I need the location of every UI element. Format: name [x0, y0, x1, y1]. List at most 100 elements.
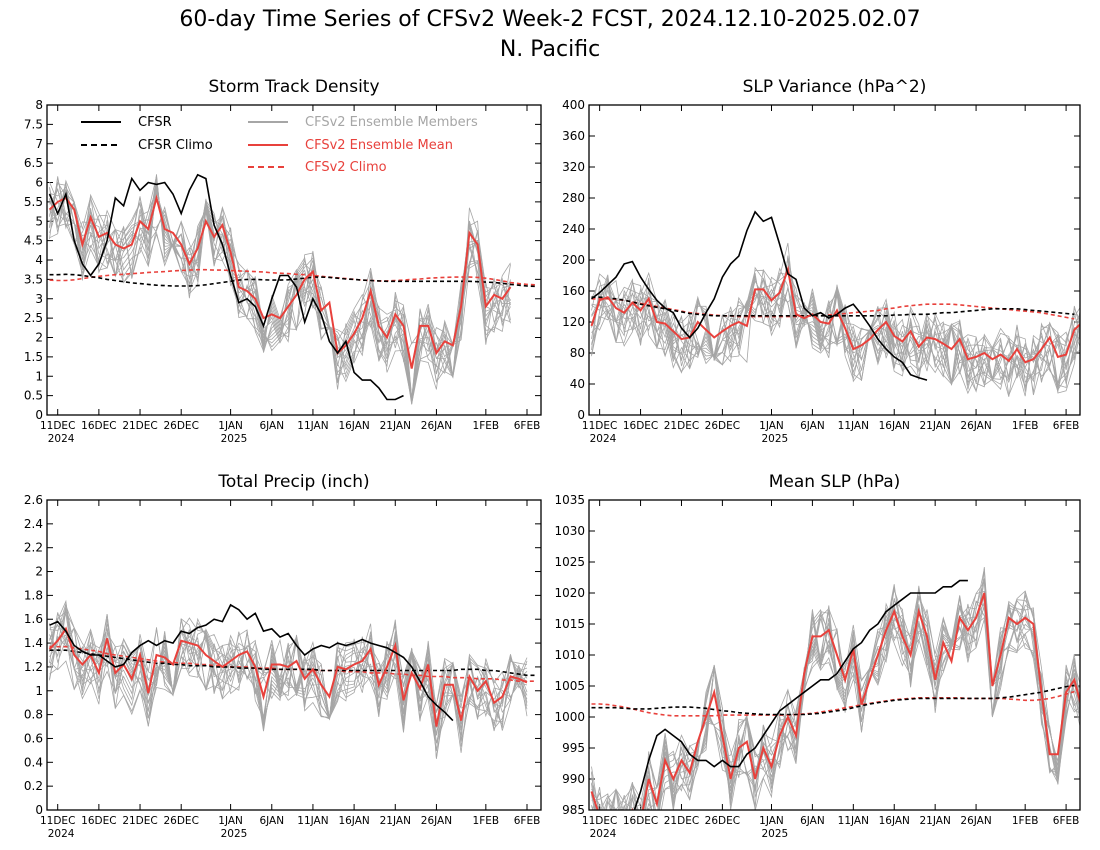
y-tick-label: 0	[577, 408, 585, 422]
y-tick-label: 990	[562, 772, 585, 786]
x-tick-label: 11JAN	[838, 420, 869, 432]
x-tick-label: 21DEC	[664, 815, 699, 827]
legend-label-cfsr: CFSR	[138, 115, 172, 130]
x-tick-label: 21DEC	[664, 420, 699, 432]
ensemble-member-line	[49, 183, 511, 403]
legend-label-members: CFSv2 Ensemble Members	[305, 115, 478, 130]
y-tick-label: 1.6	[24, 612, 43, 626]
plot-frame	[46, 104, 542, 416]
x-tick-label: 1FEB	[473, 420, 500, 432]
x-tick-label: 6FEB	[514, 420, 541, 432]
x-tick-label: 1JAN	[759, 420, 784, 432]
x-tick-year-label: 2025	[761, 433, 788, 445]
ensemble-mean-line	[590, 592, 1080, 810]
x-tick-label: 11DEC	[582, 420, 617, 432]
plot-frame	[588, 104, 1081, 416]
y-tick-label: 280	[562, 191, 585, 205]
y-tick-label: 1035	[554, 493, 585, 507]
ensemble-mean-line	[48, 194, 512, 369]
y-tick-label: 120	[562, 315, 585, 329]
ensemble-member-line	[591, 258, 1080, 388]
y-tick-label: 0.6	[24, 731, 43, 745]
panel-title: Mean SLP (hPa)	[769, 472, 901, 492]
y-tick-label: 0	[35, 408, 43, 422]
x-tick-label: 21JAN	[380, 815, 411, 827]
cfsr-climo-line	[49, 649, 536, 677]
y-tick-label: 7	[35, 137, 43, 151]
y-tick-label: 40	[570, 377, 585, 391]
ensemble-member-line	[603, 566, 1080, 810]
x-tick-year-label: 2024	[590, 828, 617, 840]
ensemble-member-line	[49, 618, 528, 751]
y-tick-label: 2.2	[24, 541, 43, 555]
y-tick-label: 1.8	[24, 588, 43, 602]
y-tick-label: 160	[562, 284, 585, 298]
y-tick-label: 1025	[554, 555, 585, 569]
y-tick-label: 240	[562, 222, 585, 236]
ensemble-member-line	[591, 596, 1080, 810]
legend-label-cfsv2-climo: CFSv2 Climo	[305, 160, 387, 175]
y-tick-label: 1000	[554, 710, 585, 724]
x-tick-label: 6JAN	[259, 420, 284, 432]
ensemble-member-line	[591, 255, 1080, 389]
ensemble-member-line	[591, 242, 1080, 393]
x-tick-label: 6FEB	[514, 815, 541, 827]
cfsr-climo-line	[591, 684, 1075, 716]
y-tick-label: 6.5	[24, 156, 43, 170]
x-tick-label: 16DEC	[81, 420, 116, 432]
y-tick-label: 1015	[554, 617, 585, 631]
y-tick-label: 0.8	[24, 708, 43, 722]
x-tick-label: 1JAN	[218, 815, 243, 827]
y-tick-label: 2.5	[24, 311, 43, 325]
y-tick-label: 0.5	[24, 389, 43, 403]
x-tick-label: 26JAN	[421, 420, 452, 432]
ensemble-member-line	[591, 578, 1080, 810]
y-tick-label: 2	[35, 565, 43, 579]
ensemble-member-line	[49, 183, 511, 400]
y-tick-label: 400	[562, 98, 585, 112]
panel-storm-track-density: Storm Track Density 0 0.5 1 1.5 2 2.5 3 3.5 4 4.5 5…	[24, 77, 542, 445]
ensemble-mean-line	[590, 265, 1080, 364]
ensemble-member-line	[49, 186, 511, 398]
y-tick-label: 5	[35, 214, 43, 228]
ensemble-member-line	[49, 603, 528, 759]
x-tick-label: 6FEB	[1053, 420, 1080, 432]
x-tick-label: 21JAN	[919, 420, 950, 432]
y-tick-label: 2.4	[24, 517, 43, 531]
y-tick-label: 2.6	[24, 493, 43, 507]
x-tick-label: 16DEC	[623, 815, 658, 827]
cfsr-line	[633, 579, 968, 810]
x-tick-label: 11JAN	[838, 815, 869, 827]
y-tick-label: 3	[35, 292, 43, 306]
y-tick-label: 1030	[554, 524, 585, 538]
ensemble-member-line	[591, 257, 1080, 396]
x-tick-label: 26DEC	[163, 420, 198, 432]
ensemble-member-line	[591, 600, 1080, 810]
ensemble-member-line	[49, 617, 528, 721]
ensemble-member-line	[49, 612, 528, 724]
panel-total-precip: Total Precip (inch) 0 0.2 0.4 0.6 0.8 1 1.2 1.4 1…	[24, 472, 542, 840]
y-tick-label: 0	[35, 803, 43, 817]
y-tick-label: 2	[35, 331, 43, 345]
legend-label-cfsr-climo: CFSR Climo	[138, 138, 213, 153]
x-tick-label: 21JAN	[380, 420, 411, 432]
y-tick-label: 1005	[554, 679, 585, 693]
ensemble-member-line	[49, 185, 511, 404]
plot-frame	[46, 499, 542, 811]
panel-title: Total Precip (inch)	[217, 472, 369, 492]
x-tick-label: 6JAN	[259, 815, 284, 827]
y-tick-label: 0.4	[24, 755, 43, 769]
y-tick-label: 320	[562, 160, 585, 174]
x-tick-label: 11DEC	[582, 815, 617, 827]
ensemble-member-line	[49, 182, 511, 399]
x-tick-label: 16DEC	[623, 420, 658, 432]
x-tick-label: 26JAN	[421, 815, 452, 827]
figure-title-line2: N. Pacific	[500, 37, 600, 62]
ensemble-member-line	[49, 177, 511, 399]
x-tick-label: 6FEB	[1053, 815, 1080, 827]
legend-label-ens-mean: CFSv2 Ensemble Mean	[305, 138, 453, 153]
y-tick-label: 1.5	[24, 350, 43, 364]
y-tick-label: 7.5	[24, 117, 43, 131]
ensemble-member-line	[49, 176, 511, 401]
